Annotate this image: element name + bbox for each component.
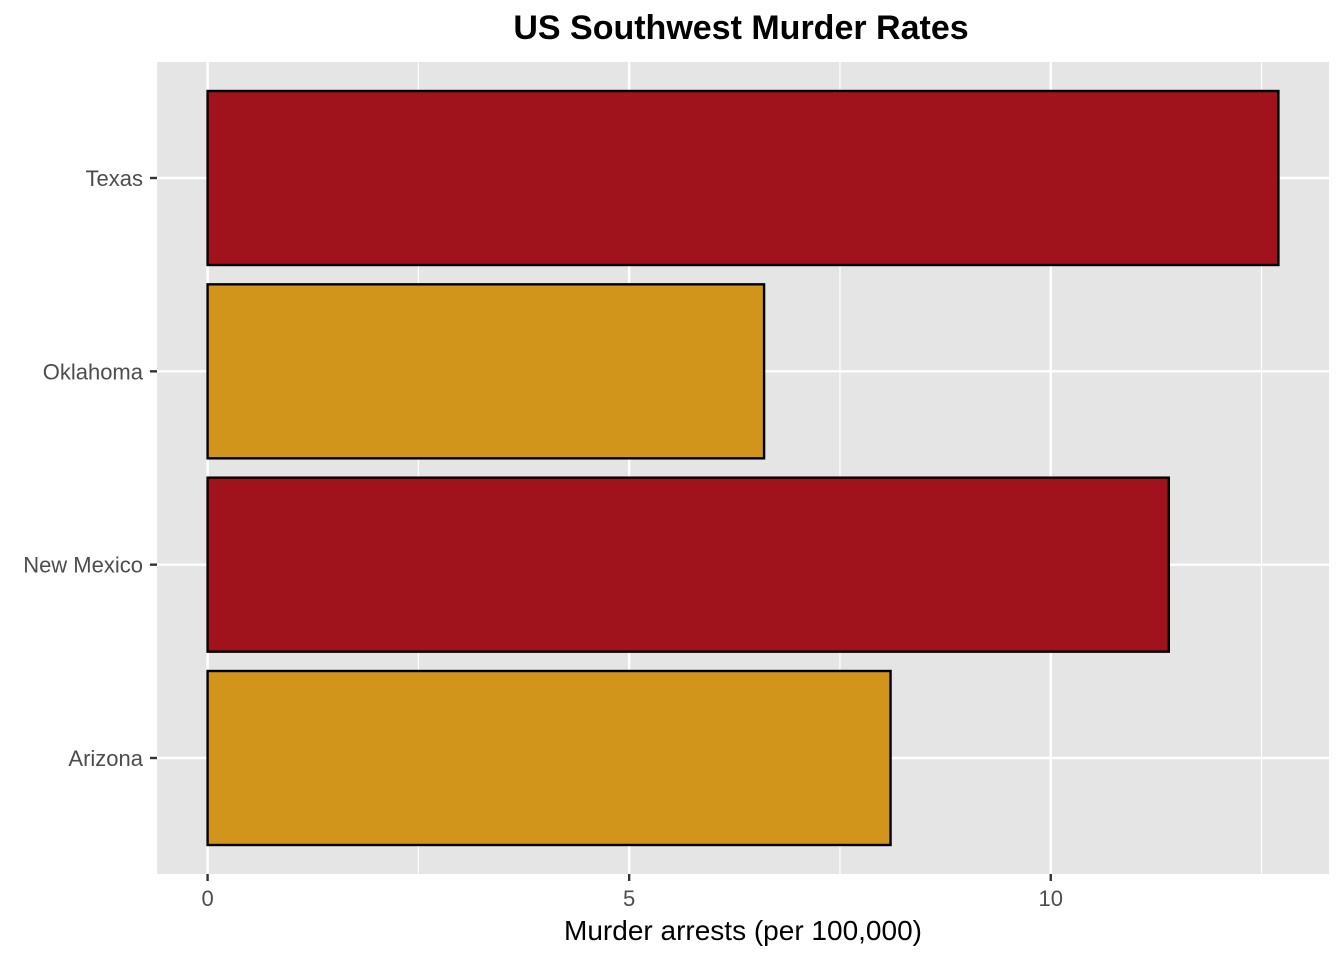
y-tick-label-arizona: Arizona [68, 746, 143, 771]
bar-new-mexico [206, 476, 1170, 653]
bar-oklahoma [206, 283, 766, 460]
y-tick-label-new-mexico: New Mexico [23, 553, 143, 578]
bar-texas [206, 89, 1280, 267]
x-tick-label: 10 [1039, 886, 1063, 911]
x-axis: 0 5 10 [201, 874, 1063, 911]
y-tick-label-oklahoma: Oklahoma [43, 359, 144, 384]
bars [206, 89, 1280, 847]
x-axis-title: Murder arrests (per 100,000) [564, 915, 922, 946]
y-axis: Arizona New Mexico Oklahoma Texas [23, 166, 157, 771]
chart-title: US Southwest Murder Rates [513, 9, 968, 47]
bar-arizona [206, 669, 892, 847]
x-tick-label: 5 [623, 886, 635, 911]
y-tick-label-texas: Texas [86, 166, 143, 191]
x-tick-label: 0 [201, 886, 213, 911]
